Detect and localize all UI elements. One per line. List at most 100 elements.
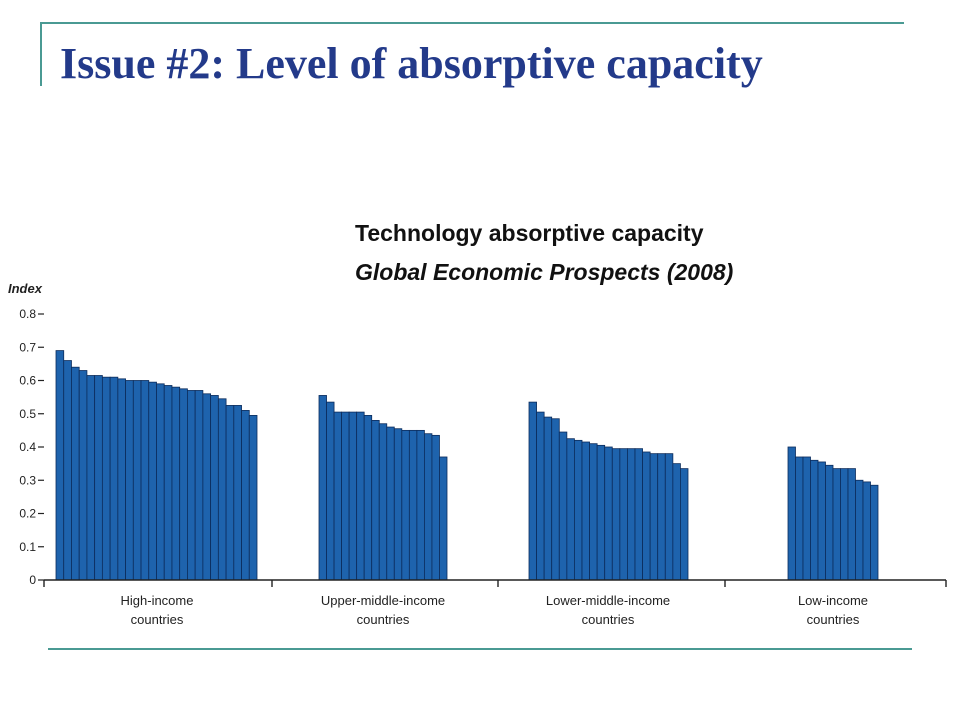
bar [855, 479, 864, 581]
bar [341, 411, 350, 581]
group-dividers [43, 580, 947, 587]
bar [401, 429, 410, 581]
bar [424, 433, 433, 581]
bar [596, 444, 606, 581]
bar [810, 459, 819, 581]
bar [179, 388, 188, 581]
group-label-line: Low-income [798, 593, 868, 608]
title-rule-top [40, 22, 904, 24]
bar [386, 426, 395, 581]
bar [217, 398, 227, 581]
bar [589, 443, 598, 581]
bar [326, 401, 335, 581]
bars [55, 350, 879, 581]
bar [847, 468, 856, 581]
bar [862, 481, 871, 581]
bar [543, 416, 553, 581]
bar [642, 451, 651, 581]
bar [194, 390, 204, 581]
bar [318, 395, 327, 581]
bar [439, 456, 448, 581]
group-label-line: countries [807, 612, 860, 627]
y-ticks: 0.8 0.7 0.6 0.5 0.4 0.3 0.2 0.1 0 [19, 307, 44, 587]
bar [378, 423, 388, 581]
group-label-line: Lower-middle-income [546, 593, 670, 608]
bar [71, 366, 80, 581]
bar [171, 386, 181, 581]
bar [101, 376, 111, 581]
bar [408, 429, 418, 581]
group-label-line: High-income [121, 593, 194, 608]
bar [840, 468, 849, 581]
bar [132, 380, 142, 581]
bar [210, 395, 219, 581]
group-label-line: countries [582, 612, 635, 627]
bar [94, 375, 103, 581]
bar [817, 461, 826, 581]
group-label-line: Upper-middle-income [321, 593, 445, 608]
bar [558, 431, 568, 581]
y-tick-label: 0.5 [19, 407, 36, 421]
bar [225, 405, 235, 581]
y-tick-label: 0.1 [19, 540, 36, 554]
bar [156, 383, 165, 581]
bar [55, 350, 65, 581]
bar [363, 415, 373, 581]
bar [356, 411, 365, 581]
y-tick-label: 0.2 [19, 507, 36, 521]
group-label-line: countries [131, 612, 184, 627]
bar [416, 429, 425, 581]
bar [241, 410, 250, 581]
bar [528, 401, 537, 581]
bar [657, 453, 666, 581]
bar [680, 468, 689, 581]
bar [333, 411, 342, 581]
bar [187, 390, 196, 581]
y-tick-label: 0.7 [19, 340, 36, 354]
bar [566, 438, 575, 581]
bar [78, 370, 88, 581]
bar [393, 428, 403, 581]
title-rule-vertical [40, 22, 42, 86]
bar [802, 456, 811, 581]
bar [649, 453, 659, 581]
bar [431, 434, 440, 581]
bar [664, 453, 674, 581]
bar [248, 415, 258, 581]
y-axis-label: Index [8, 281, 43, 296]
bar [140, 380, 150, 581]
bar [832, 468, 841, 581]
bar [604, 446, 613, 581]
bar [536, 411, 545, 581]
bar [233, 405, 242, 581]
group-labels: High-income countries Upper-middle-income c… [121, 593, 869, 627]
bar [787, 446, 796, 581]
y-tick-label: 0.6 [19, 374, 36, 388]
slide-title: Issue #2: Level of absorptive capacity [60, 39, 763, 88]
bar [148, 381, 157, 581]
footer-rule [48, 648, 912, 650]
bar [348, 411, 358, 581]
bar [634, 448, 643, 581]
bar [117, 378, 126, 581]
y-tick-label: 0 [29, 573, 36, 587]
bar [611, 448, 621, 581]
bar [619, 448, 628, 581]
bar [371, 419, 380, 581]
y-tick-label: 0.3 [19, 473, 36, 487]
bar [86, 375, 96, 581]
chart-caption-source: Global Economic Prospects (2008) [355, 259, 734, 285]
bar [163, 385, 173, 581]
bar [795, 456, 804, 581]
bar [109, 376, 119, 581]
bar [551, 418, 560, 581]
bar [825, 464, 834, 581]
bar [581, 441, 590, 581]
bar [574, 439, 583, 581]
bar [870, 484, 879, 581]
y-tick-label: 0.4 [19, 440, 36, 454]
y-tick-label: 0.8 [19, 307, 36, 321]
bar [202, 393, 212, 581]
bar [672, 463, 681, 581]
